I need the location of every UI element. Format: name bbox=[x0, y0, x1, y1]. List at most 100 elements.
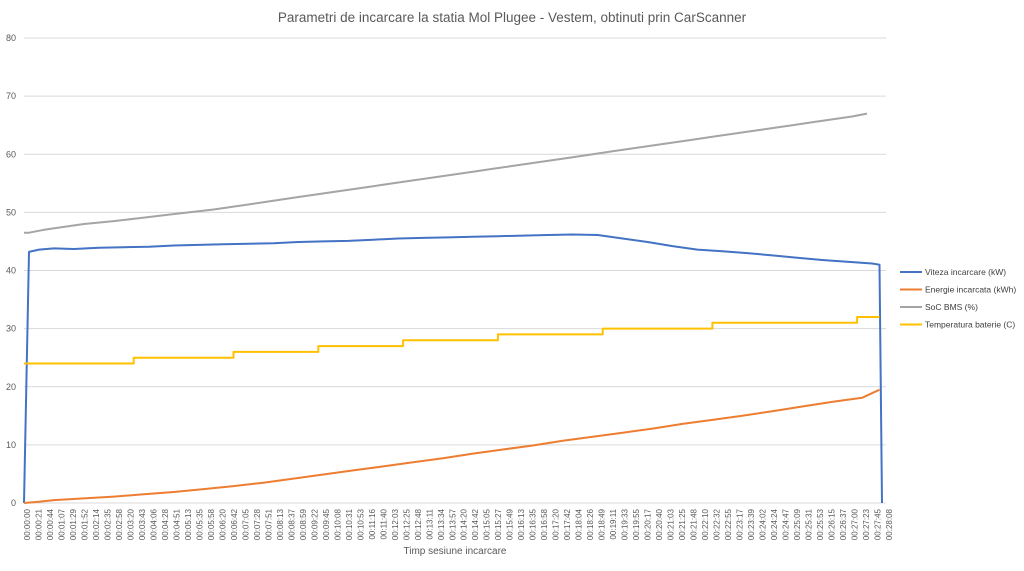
legend-label: Viteza incarcare (kW) bbox=[925, 267, 1006, 277]
legend-label: Temperatura baterie (C) bbox=[925, 320, 1015, 330]
x-tick-label: 00:03:20 bbox=[126, 508, 135, 540]
x-tick-label: 00:07:05 bbox=[241, 508, 250, 540]
x-tick-label: 00:00:44 bbox=[46, 508, 55, 540]
x-tick-label: 00:15:27 bbox=[494, 508, 503, 540]
x-tick-label: 00:24:02 bbox=[759, 508, 768, 540]
x-tick-label: 00:12:25 bbox=[402, 508, 411, 540]
y-tick-label: 0 bbox=[11, 498, 16, 508]
x-tick-label: 00:22:32 bbox=[713, 508, 722, 540]
x-tick-label: 00:12:03 bbox=[391, 508, 400, 540]
y-tick-label: 70 bbox=[6, 91, 16, 101]
y-tick-label: 20 bbox=[6, 382, 16, 392]
x-tick-label: 00:28:08 bbox=[885, 508, 894, 540]
legend-label: SoC BMS (%) bbox=[925, 302, 978, 312]
x-tick-label: 00:05:58 bbox=[207, 508, 216, 540]
x-tick-label: 00:06:20 bbox=[218, 508, 227, 540]
x-tick-label: 00:17:42 bbox=[563, 508, 572, 540]
x-tick-label: 00:15:49 bbox=[506, 508, 515, 540]
x-tick-label: 00:18:49 bbox=[598, 508, 607, 540]
x-tick-label: 00:01:29 bbox=[69, 508, 78, 540]
x-tick-label: 00:09:45 bbox=[322, 508, 331, 540]
x-tick-label: 00:25:09 bbox=[793, 508, 802, 540]
x-tick-label: 00:15:05 bbox=[483, 508, 492, 540]
x-tick-label: 00:16:13 bbox=[517, 508, 526, 540]
y-tick-label: 10 bbox=[6, 440, 16, 450]
series-line-2 bbox=[24, 112, 868, 234]
x-tick-label: 00:19:33 bbox=[621, 508, 630, 540]
x-tick-label: 00:13:57 bbox=[448, 508, 457, 540]
y-tick-label: 30 bbox=[6, 324, 16, 334]
y-tick-label: 80 bbox=[6, 33, 16, 43]
x-tick-label: 00:21:25 bbox=[678, 508, 687, 540]
x-tick-label: 00:23:17 bbox=[736, 508, 745, 540]
y-axis-ticks: 0 10 20 30 40 50 60 70 80 bbox=[6, 33, 16, 508]
x-tick-label: 00:09:22 bbox=[310, 508, 319, 540]
x-tick-label: 00:13:34 bbox=[437, 508, 446, 540]
x-tick-label: 00:24:47 bbox=[782, 508, 791, 540]
x-tick-label: 00:18:26 bbox=[586, 508, 595, 540]
x-tick-label: 00:13:11 bbox=[425, 508, 434, 539]
x-tick-label: 00:19:55 bbox=[632, 508, 641, 540]
x-tick-label: 00:10:53 bbox=[356, 508, 365, 540]
x-tick-label: 00:14:42 bbox=[471, 508, 480, 540]
x-tick-label: 00:08:37 bbox=[287, 508, 296, 540]
x-tick-label: 00:21:03 bbox=[667, 508, 676, 540]
x-tick-label: 00:07:51 bbox=[264, 508, 273, 540]
x-tick-label: 00:11:16 bbox=[368, 508, 377, 539]
x-tick-label: 00:16:58 bbox=[540, 508, 549, 540]
x-tick-label: 00:02:14 bbox=[92, 508, 101, 540]
legend-label: Energie incarcata (kWh) bbox=[925, 285, 1016, 295]
x-tick-label: 00:11:40 bbox=[379, 508, 388, 539]
x-tick-label: 00:07:28 bbox=[253, 508, 262, 540]
x-tick-label: 00:06:42 bbox=[230, 508, 239, 540]
x-tick-label: 00:01:07 bbox=[57, 508, 66, 540]
x-tick-label: 00:05:13 bbox=[184, 508, 193, 540]
gridlines bbox=[24, 37, 886, 504]
series-lines bbox=[23, 112, 883, 504]
x-tick-label: 00:02:58 bbox=[115, 508, 124, 540]
x-tick-label: 00:10:08 bbox=[333, 508, 342, 540]
x-tick-label: 00:18:04 bbox=[575, 508, 584, 540]
x-tick-label: 00:23:39 bbox=[747, 508, 756, 540]
x-tick-label: 00:27:23 bbox=[862, 508, 871, 540]
x-tick-label: 00:20:17 bbox=[644, 508, 653, 540]
x-tick-label: 00:19:11 bbox=[609, 508, 618, 539]
x-tick-label: 00:12:48 bbox=[414, 508, 423, 540]
x-tick-label: 00:27:00 bbox=[851, 508, 860, 540]
x-tick-label: 00:14:20 bbox=[460, 508, 469, 540]
x-tick-label: 00:04:28 bbox=[161, 508, 170, 540]
x-tick-label: 00:20:40 bbox=[655, 508, 664, 540]
legend: Viteza incarcare (kW) Energie incarcata (… bbox=[900, 267, 1016, 330]
x-tick-label: 00:26:37 bbox=[839, 508, 848, 540]
x-tick-label: 00:16:35 bbox=[529, 508, 538, 540]
x-tick-label: 00:26:15 bbox=[828, 508, 837, 540]
x-tick-label: 00:00:21 bbox=[34, 508, 43, 540]
x-tick-label: 00:02:35 bbox=[103, 508, 112, 540]
y-tick-label: 50 bbox=[6, 207, 16, 217]
x-tick-label: 00:22:55 bbox=[724, 508, 733, 540]
series-line-1 bbox=[23, 388, 880, 504]
x-tick-label: 00:04:51 bbox=[172, 508, 181, 540]
x-tick-label: 00:03:43 bbox=[138, 508, 147, 540]
x-tick-label: 00:24:24 bbox=[770, 508, 779, 540]
x-tick-label: 00:27:45 bbox=[874, 508, 883, 540]
chart-title: Parametri de incarcare la statia Mol Plu… bbox=[278, 10, 747, 25]
x-tick-label: 00:21:48 bbox=[690, 508, 699, 540]
x-tick-label: 00:05:35 bbox=[195, 508, 204, 540]
x-tick-label: 00:25:31 bbox=[805, 508, 814, 540]
y-tick-label: 40 bbox=[6, 266, 16, 276]
x-tick-label: 00:04:06 bbox=[149, 508, 158, 540]
x-tick-label: 00:10:31 bbox=[345, 508, 354, 540]
x-axis-title: Timp sesiune incarcare bbox=[403, 546, 506, 557]
x-tick-label: 00:01:52 bbox=[80, 508, 89, 540]
series-line-0 bbox=[23, 233, 883, 504]
x-tick-label: 00:08:13 bbox=[276, 508, 285, 540]
x-tick-label: 00:25:53 bbox=[816, 508, 825, 540]
x-tick-label: 00:08:59 bbox=[299, 508, 308, 540]
y-tick-label: 60 bbox=[6, 149, 16, 159]
x-tick-label: 00:22:10 bbox=[701, 508, 710, 540]
series-line-3 bbox=[24, 316, 880, 365]
x-tick-label: 00:17:20 bbox=[552, 508, 561, 540]
x-axis-ticks: 00:00:00 00:00:21 00:00:44 00:01:07 00:01:29… bbox=[23, 508, 894, 540]
